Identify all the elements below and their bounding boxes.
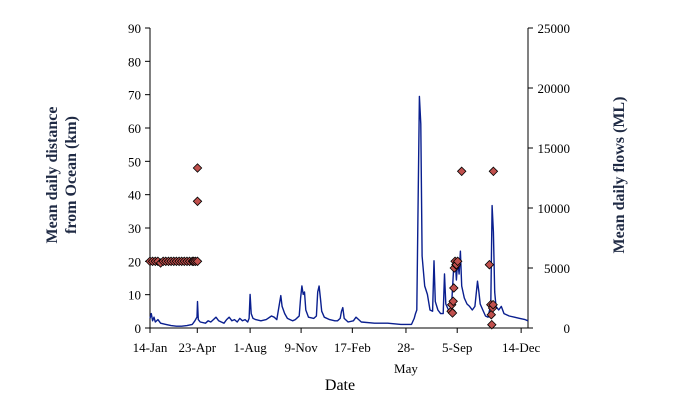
x-tick-label: May xyxy=(394,361,418,376)
x-tick-label: 14-Jan xyxy=(133,340,168,355)
distance-point xyxy=(484,259,495,270)
left-tick-label: 80 xyxy=(128,54,141,69)
left-tick-label: 30 xyxy=(128,221,141,236)
right-tick-label: 25000 xyxy=(538,21,571,36)
right-tick-label: 20000 xyxy=(538,81,571,96)
distance-point xyxy=(448,296,458,307)
distance-point xyxy=(192,256,203,267)
distance-point xyxy=(452,256,463,267)
left-tick-label: 50 xyxy=(128,154,141,169)
x-tick-label: 23-Apr xyxy=(179,340,217,355)
distance-point xyxy=(487,319,497,330)
distance-point xyxy=(447,308,458,318)
left-tick-label: 10 xyxy=(128,288,141,303)
flow-line xyxy=(149,95,529,327)
left-tick-label: 0 xyxy=(135,321,142,336)
distance-point xyxy=(449,283,459,293)
distance-point xyxy=(486,309,497,320)
right-tick-label: 5000 xyxy=(544,261,570,276)
right-tick-label: 0 xyxy=(564,321,571,336)
x-tick-label: 17-Feb xyxy=(334,340,371,355)
x-tick-label: 5-Sep xyxy=(442,340,472,355)
left-tick-label: 40 xyxy=(128,188,141,203)
right-y-ticks: 0 5000 10000 15000 20000 25000 xyxy=(528,21,570,336)
right-tick-label: 15000 xyxy=(538,141,571,156)
left-tick-label: 60 xyxy=(128,121,141,136)
distance-point xyxy=(192,196,203,207)
distance-point xyxy=(488,166,499,177)
x-axis-title: Date xyxy=(325,377,355,394)
left-axis-title-line-1: Mean daily distance xyxy=(44,107,61,244)
axes xyxy=(149,28,529,329)
left-tick-label: 20 xyxy=(128,254,141,269)
x-tick-label: 14-Dec xyxy=(502,340,540,355)
left-axis-title-line-2: from Ocean (km) xyxy=(63,116,80,234)
left-tick-label: 90 xyxy=(128,21,141,36)
x-tick-label: 28- xyxy=(397,340,414,355)
x-tick-label: 9-Nov xyxy=(284,340,318,355)
flow-series xyxy=(149,95,529,327)
distance-point xyxy=(488,299,498,310)
x-tick-label: 1-Aug xyxy=(234,340,268,355)
distance-point xyxy=(456,166,467,177)
distance-series xyxy=(145,163,499,330)
distance-point xyxy=(192,163,203,173)
x-ticks: 14-Jan 23-Apr 1-Aug 9-Nov 17-Feb 28- May 5-Sep 1… xyxy=(133,328,540,376)
right-tick-label: 10000 xyxy=(538,201,571,216)
right-axis-title: Mean daily flows (ML) xyxy=(611,97,628,254)
left-y-ticks: 0 10 20 30 40 50 60 70 80 90 xyxy=(128,21,150,336)
left-tick-label: 70 xyxy=(128,88,141,103)
